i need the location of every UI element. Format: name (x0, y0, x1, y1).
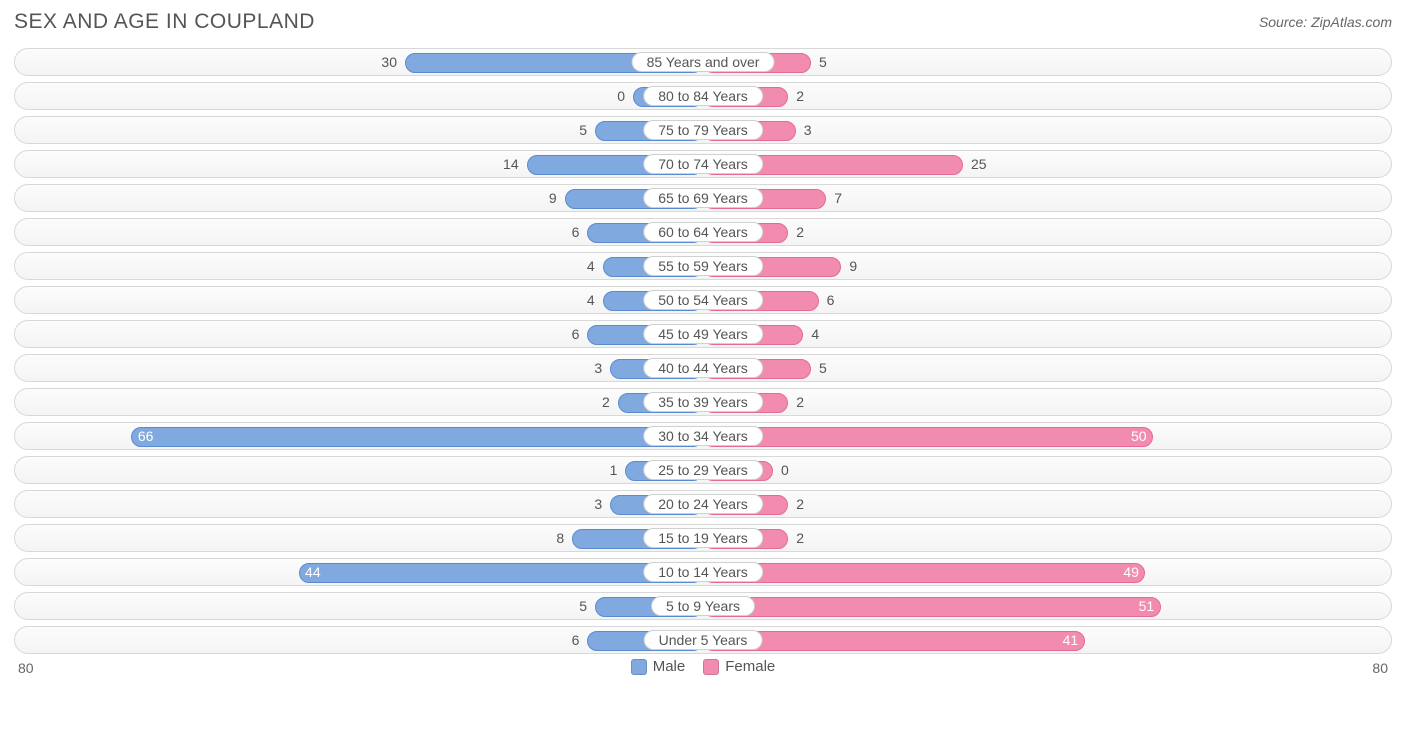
male-value: 5 (579, 598, 587, 614)
female-bar (703, 597, 1161, 617)
female-value: 25 (971, 156, 987, 172)
pyramid-row: 70 to 74 Years 14 25 (14, 150, 1392, 178)
population-pyramid-chart: 85 Years and over30580 to 84 Years0275 t… (14, 48, 1392, 654)
pyramid-row: 5 to 9 Years 5 51 (14, 592, 1392, 620)
female-value: 41 (1063, 632, 1079, 648)
pyramid-row: 30 to 34 Years 66 50 (14, 422, 1392, 450)
axis-right-label: 80 (1372, 660, 1388, 676)
age-group-label: 50 to 54 Years (643, 290, 763, 310)
female-value: 2 (796, 88, 804, 104)
age-group-label: 20 to 24 Years (643, 494, 763, 514)
female-value: 2 (796, 224, 804, 240)
male-swatch (631, 659, 647, 675)
female-value: 6 (827, 292, 835, 308)
male-value: 5 (579, 122, 587, 138)
age-group-label: 10 to 14 Years (643, 562, 763, 582)
age-group-label: 45 to 49 Years (643, 324, 763, 344)
female-value: 2 (796, 496, 804, 512)
male-value: 66 (138, 428, 154, 444)
male-value: 0 (617, 88, 625, 104)
chart-source: Source: ZipAtlas.com (1259, 14, 1392, 30)
age-group-label: 30 to 34 Years (643, 426, 763, 446)
legend-male: Male (631, 658, 686, 675)
male-value: 3 (594, 496, 602, 512)
male-value: 4 (587, 292, 595, 308)
age-group-label: 5 to 9 Years (651, 596, 755, 616)
male-value: 8 (556, 530, 564, 546)
age-group-label: 40 to 44 Years (643, 358, 763, 378)
age-group-label: 15 to 19 Years (643, 528, 763, 548)
female-value: 2 (796, 394, 804, 410)
female-value: 3 (804, 122, 812, 138)
pyramid-row: 35 to 39 Years 2 2 (14, 388, 1392, 416)
male-value: 6 (572, 632, 580, 648)
pyramid-row: 10 to 14 Years 44 49 (14, 558, 1392, 586)
pyramid-row: 75 to 79 Years 5 3 (14, 116, 1392, 144)
male-value: 2 (602, 394, 610, 410)
pyramid-row: 20 to 24 Years 3 2 (14, 490, 1392, 518)
legend-male-label: Male (653, 658, 686, 675)
pyramid-row: 55 to 59 Years 4 9 (14, 252, 1392, 280)
male-value: 4 (587, 258, 595, 274)
male-value: 6 (572, 326, 580, 342)
legend-female: Female (703, 658, 775, 675)
male-value: 3 (594, 360, 602, 376)
legend-female-label: Female (725, 658, 775, 675)
age-group-label: 35 to 39 Years (643, 392, 763, 412)
chart-title: SEX AND AGE IN COUPLAND (14, 10, 315, 34)
age-group-label: 25 to 29 Years (643, 460, 763, 480)
female-swatch (703, 659, 719, 675)
female-value: 9 (849, 258, 857, 274)
female-value: 49 (1123, 564, 1139, 580)
pyramid-row: 85 Years and over 30 5 (14, 48, 1392, 76)
female-value: 5 (819, 360, 827, 376)
pyramid-row: 65 to 69 Years 9 7 (14, 184, 1392, 212)
legend: Male Female (14, 658, 1392, 675)
pyramid-row: 40 to 44 Years 3 5 (14, 354, 1392, 382)
male-bar (131, 427, 703, 447)
male-value: 9 (549, 190, 557, 206)
axis-left-label: 80 (18, 660, 34, 676)
female-value: 51 (1139, 598, 1155, 614)
female-value: 5 (819, 54, 827, 70)
age-group-label: 60 to 64 Years (643, 222, 763, 242)
female-value: 7 (834, 190, 842, 206)
pyramid-row: 60 to 64 Years 6 2 (14, 218, 1392, 246)
pyramid-row: 50 to 54 Years 4 6 (14, 286, 1392, 314)
male-value: 14 (503, 156, 519, 172)
female-value: 50 (1131, 428, 1147, 444)
age-group-label: 70 to 74 Years (643, 154, 763, 174)
pyramid-row: Under 5 Years 6 41 (14, 626, 1392, 654)
female-value: 0 (781, 462, 789, 478)
pyramid-row: 45 to 49 Years 6 4 (14, 320, 1392, 348)
female-value: 2 (796, 530, 804, 546)
chart-header: SEX AND AGE IN COUPLAND Source: ZipAtlas… (14, 10, 1392, 34)
male-value: 30 (381, 54, 397, 70)
age-group-label: 65 to 69 Years (643, 188, 763, 208)
male-value: 6 (572, 224, 580, 240)
pyramid-row: 80 to 84 Years 0 2 (14, 82, 1392, 110)
male-value: 44 (305, 564, 321, 580)
female-bar (703, 427, 1153, 447)
age-group-label: 85 Years and over (632, 52, 775, 72)
male-value: 1 (610, 462, 618, 478)
age-group-label: 55 to 59 Years (643, 256, 763, 276)
pyramid-row: 25 to 29 Years 1 0 (14, 456, 1392, 484)
age-group-label: 75 to 79 Years (643, 120, 763, 140)
pyramid-row: 15 to 19 Years 8 2 (14, 524, 1392, 552)
female-bar (703, 563, 1145, 583)
age-group-label: 80 to 84 Years (643, 86, 763, 106)
age-group-label: Under 5 Years (644, 630, 763, 650)
female-value: 4 (811, 326, 819, 342)
